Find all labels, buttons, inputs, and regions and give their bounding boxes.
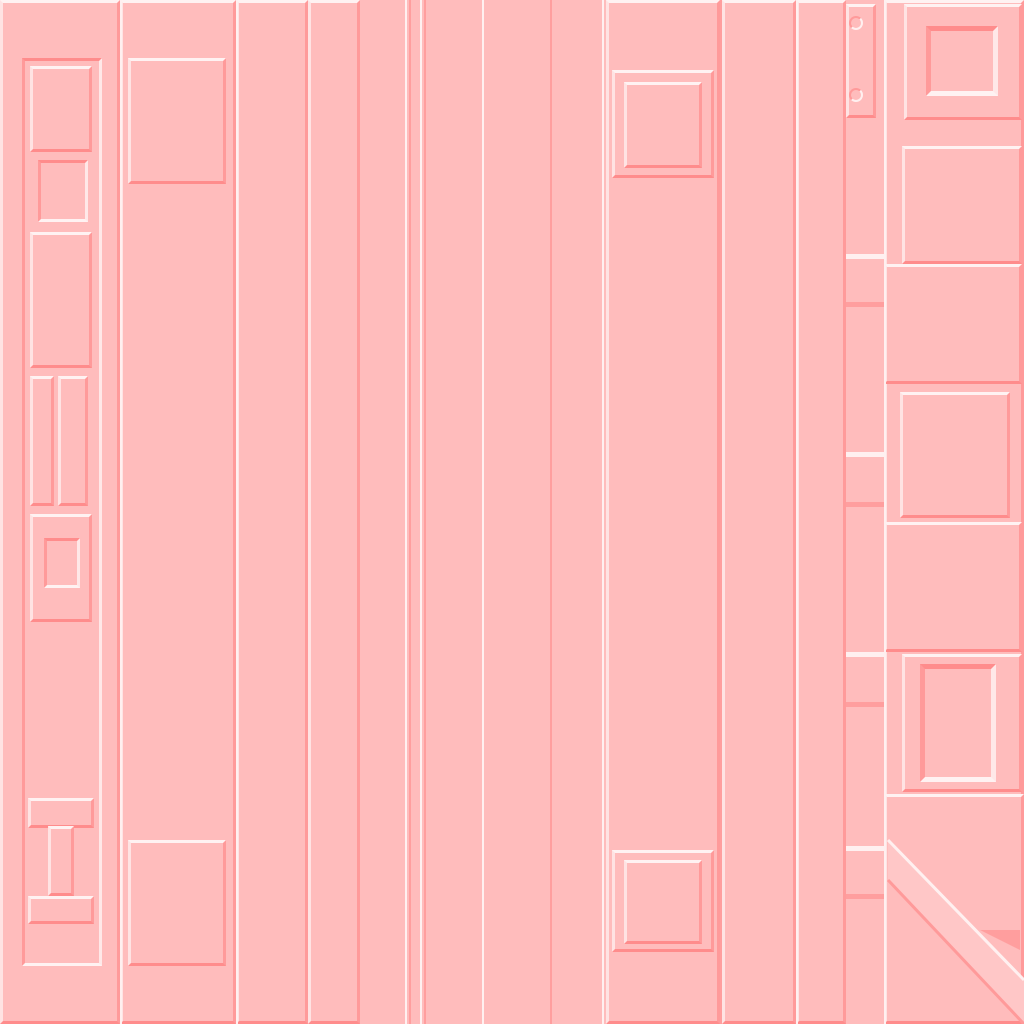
left-rail-notch-2	[44, 538, 80, 588]
column-6-top-inner	[624, 82, 702, 168]
diagonal-bevel	[886, 838, 1024, 1024]
seam-2	[236, 0, 238, 1024]
seam-5	[884, 0, 886, 1024]
right-block-4	[884, 522, 1022, 652]
column-panel-7	[722, 0, 796, 1024]
seam-3	[720, 0, 722, 1024]
left-rail-notch-1	[38, 160, 88, 222]
tab-4a	[846, 846, 884, 851]
tab-3b	[846, 702, 884, 707]
tab-2b	[846, 502, 884, 507]
strip-4	[308, 0, 360, 1024]
rivet-bottom	[849, 88, 863, 102]
right-socket-2	[920, 664, 996, 782]
left-rail-block-1	[30, 66, 92, 152]
tab-4b	[846, 894, 884, 899]
column-2-top-square	[128, 58, 226, 184]
left-rail-h-top	[28, 798, 94, 828]
left-rail-bar-a	[30, 376, 54, 506]
seam-4	[796, 0, 798, 1024]
narrow-strip	[796, 0, 846, 1024]
column-6-bottom-inner	[624, 860, 702, 944]
groove-5	[602, 0, 604, 1024]
groove-1	[405, 0, 407, 1024]
groove-2	[420, 0, 422, 1024]
rivet-top	[849, 16, 863, 30]
tab-1b	[846, 302, 884, 307]
column-2-bottom-square	[128, 840, 226, 966]
tab-3a	[846, 652, 884, 657]
seam-1	[120, 0, 122, 1024]
left-rail-h-bottom	[28, 896, 94, 924]
groove-2-shadow	[424, 0, 426, 1024]
strip-3	[236, 0, 308, 1024]
left-rail-h-stem	[48, 826, 74, 896]
right-block-3	[900, 392, 1010, 518]
groove-1-shadow	[409, 0, 411, 1024]
right-block-2	[884, 264, 1022, 384]
left-rail-block-2	[30, 232, 92, 368]
left-rail-bar-b	[58, 376, 88, 506]
right-top-socket	[926, 26, 998, 96]
groove-3	[482, 0, 484, 1024]
tab-1a	[846, 254, 884, 259]
groove-4	[550, 0, 552, 1024]
right-block-1	[902, 146, 1022, 264]
tab-2a	[846, 452, 884, 457]
